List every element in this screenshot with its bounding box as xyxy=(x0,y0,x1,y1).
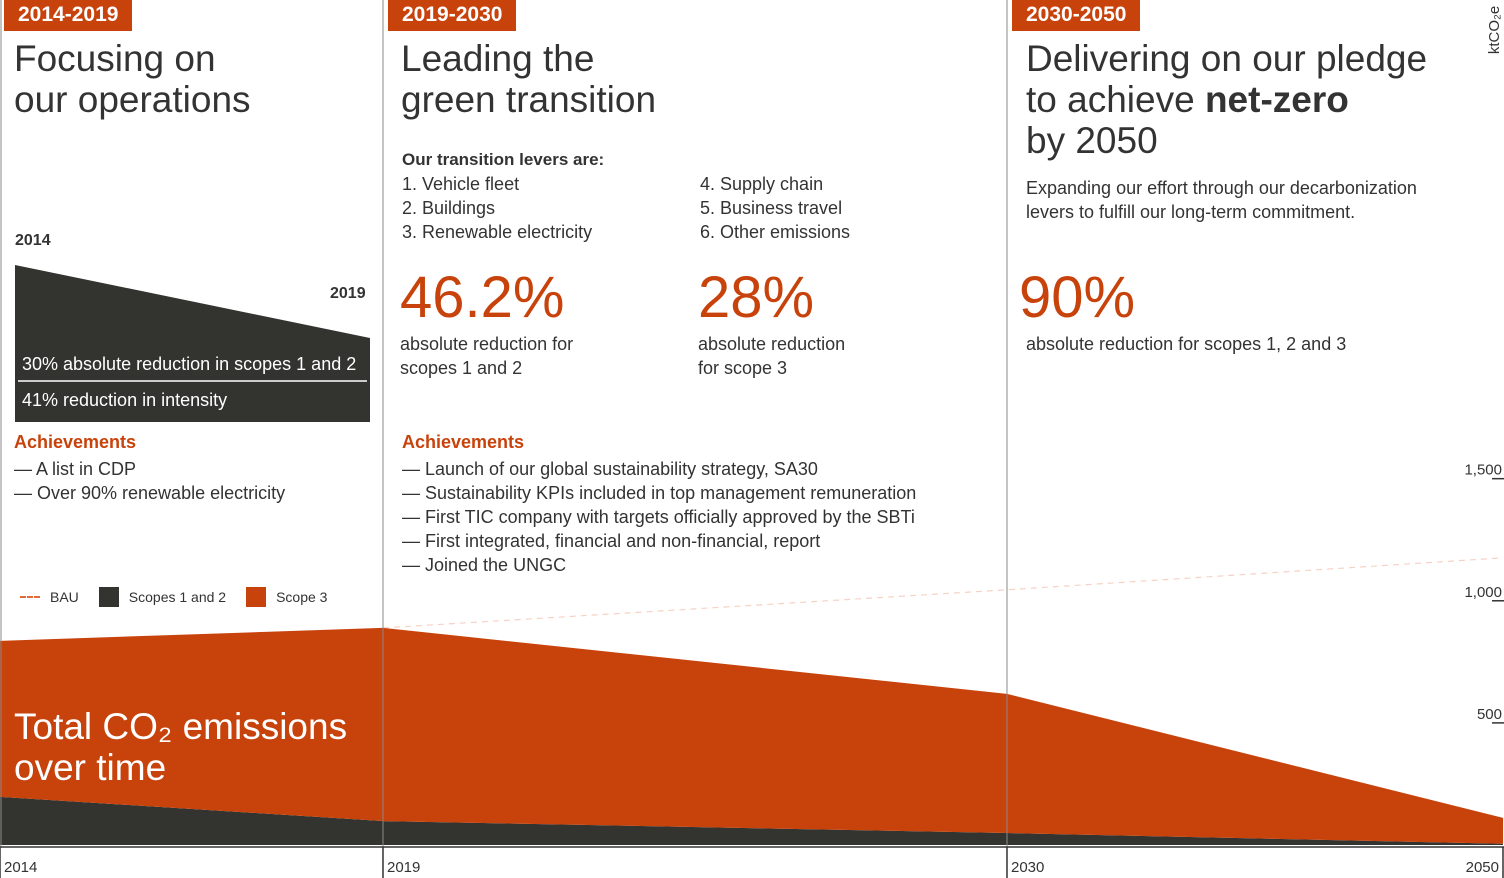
list-item: — Launch of our global sustainability st… xyxy=(402,459,818,479)
y-tick-label: 1,000 xyxy=(1464,584,1502,601)
stat: 46.2% absolute reduction for scopes 1 and… xyxy=(400,268,630,380)
heading-text: by 2050 xyxy=(1026,120,1158,161)
legend-swatch xyxy=(246,587,267,607)
stat-text: absolute reduction for scope 3 xyxy=(698,334,846,378)
legend-item: Scope 3 xyxy=(246,587,327,607)
legend-swatch xyxy=(98,587,119,607)
legend-item: BAU xyxy=(20,587,79,607)
x-tick-label: 2014 xyxy=(4,859,37,876)
stat-value: 90% xyxy=(1019,265,1136,330)
stat-text: absolute reduction for scopes 1 and 2 xyxy=(400,334,574,378)
legend-item: Scopes 1 and 2 xyxy=(98,587,227,607)
x-tick-label: 2030 xyxy=(1011,859,1044,876)
list-item: — First integrated, financial and non-fi… xyxy=(402,531,821,551)
period-badge: 2019-2030 xyxy=(388,0,517,31)
list-item: 2. Buildings xyxy=(402,198,496,218)
list-item: 4. Supply chain xyxy=(700,174,824,194)
area xyxy=(0,796,1503,845)
stat-value: 28% xyxy=(698,265,815,330)
achievements-list: — A list in CDP — Over 90% renewable elec… xyxy=(14,457,285,505)
start-label: 2014 xyxy=(15,232,51,249)
heading-text: Delivering on our pledge to achieve xyxy=(1026,38,1428,120)
achievements-title: Achievements xyxy=(402,432,525,452)
heading-bold: net-zero xyxy=(1204,79,1349,120)
levers-title: Our transition levers are: xyxy=(402,150,605,169)
stat: 28% absolute reduction for scope 3 xyxy=(698,268,928,380)
panel-heading: Delivering on our pledge to achieve net-… xyxy=(1026,38,1466,161)
list-item: 5. Business travel xyxy=(700,198,843,218)
panel-heading: Focusing on our operations xyxy=(14,38,251,120)
list-item: — A list in CDP xyxy=(14,459,137,479)
x-tick-label: 2019 xyxy=(387,859,420,876)
stat-value: 46.2% xyxy=(400,265,565,330)
y-tick-label: 500 xyxy=(1477,706,1502,723)
levers-list: 1. Vehicle fleet 2. Buildings 3. Renewable… xyxy=(402,172,702,244)
end-label: 2019 xyxy=(330,285,366,302)
list-item: — First TIC company with targets officia… xyxy=(402,507,915,527)
legend-label: BAU xyxy=(50,589,79,605)
achievements-title: Achievements xyxy=(14,432,137,452)
period-badge: 2030-2050 xyxy=(1012,0,1141,31)
legend-swatch xyxy=(20,596,40,598)
y-axis-label: ktCO₂e xyxy=(1486,6,1503,54)
legend: BAU Scopes 1 and 2 Scope 3 xyxy=(20,587,327,607)
list-item: — Sustainability KPIs included in top ma… xyxy=(402,483,917,503)
list-item: 3. Renewable electricity xyxy=(402,222,593,242)
stat: 90% absolute reduction for scopes 1, 2 an… xyxy=(1019,268,1439,356)
legend-label: Scopes 1 and 2 xyxy=(128,589,227,605)
panel-heading: Leading the green transition xyxy=(401,38,657,120)
y-tick-label: 1,500 xyxy=(1464,462,1502,479)
achievements-list: — Launch of our global sustainability st… xyxy=(402,457,916,577)
stat-text: absolute reduction for scopes 1, 2 and 3 xyxy=(1026,334,1347,354)
levers-list: 4. Supply chain 5. Business travel 6. Othe… xyxy=(700,172,1000,244)
list-item: — Joined the UNGC xyxy=(402,555,567,575)
legend-label: Scope 3 xyxy=(276,589,328,605)
bar-text: 30% absolute reduction in scopes 1 and 2 xyxy=(22,354,357,374)
area xyxy=(0,627,1503,844)
list-item: 6. Other emissions xyxy=(700,222,851,242)
chart-title: Total CO₂ emissions over time xyxy=(14,706,348,788)
x-tick-label: 2050 xyxy=(1466,859,1499,876)
list-item: 1. Vehicle fleet xyxy=(402,174,520,194)
mini-bar xyxy=(15,265,370,422)
period-badge: 2014-2019 xyxy=(4,0,133,31)
bar-text: 41% reduction in intensity xyxy=(22,390,228,410)
panel-text: Expanding our effort through our decarbo… xyxy=(1026,178,1417,222)
list-item: — Over 90% renewable electricity xyxy=(14,483,286,503)
